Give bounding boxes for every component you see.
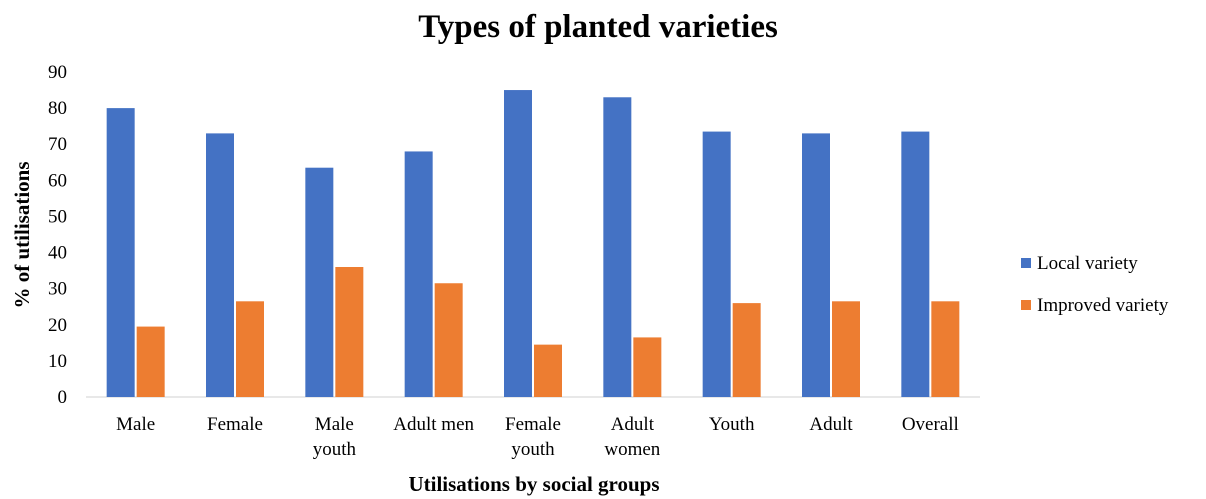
x-tick-label: Female (505, 414, 561, 435)
y-tick-label: 80 (48, 98, 67, 119)
bar-improved-variety (633, 337, 662, 397)
bar-local-variety (206, 133, 234, 397)
y-tick-label: 90 (48, 62, 67, 83)
bar-local-variety (404, 151, 433, 397)
y-tick-label: 20 (48, 315, 67, 336)
legend-swatch (1021, 300, 1031, 310)
y-axis-title: % of utilisations (10, 161, 34, 308)
bar-local-variety (106, 108, 135, 397)
y-tick-label: 70 (48, 134, 67, 155)
bar-improved-variety (534, 344, 562, 397)
x-tick-label: Overall (902, 414, 959, 435)
bar-local-variety (802, 133, 830, 397)
bar-local-variety (305, 167, 334, 397)
legend-label: Local variety (1037, 253, 1138, 274)
x-axis-ticks: Male Female Male youth Adult men Female youth A… (116, 414, 959, 460)
y-tick-label: 30 (48, 279, 67, 300)
bar-local-variety (504, 90, 532, 398)
bar-improved-variety (136, 326, 165, 397)
x-axis-title: Utilisations by social groups (408, 472, 659, 496)
bar-improved-variety (732, 303, 761, 397)
legend-label: Improved variety (1037, 295, 1169, 316)
x-tick-label: Adult (611, 414, 655, 435)
bar-improved-variety (236, 301, 264, 397)
x-tick-label: Male (116, 414, 155, 435)
bar-local-variety (901, 131, 930, 398)
bar-improved-variety (931, 301, 960, 397)
bar-improved-variety (434, 283, 463, 397)
y-tick-label: 60 (48, 170, 67, 191)
bar-improved-variety (832, 301, 860, 397)
x-tick-label: Adult (809, 414, 853, 435)
x-tick-label: Male (315, 414, 354, 435)
y-tick-label: 50 (48, 206, 67, 227)
bar-improved-variety (335, 267, 364, 397)
bars (106, 90, 960, 398)
bar-local-variety (603, 97, 632, 398)
chart-title: Types of planted varieties (418, 9, 778, 45)
x-tick-label: women (604, 439, 660, 460)
x-tick-label: youth (511, 439, 555, 460)
bar-local-variety (702, 131, 731, 398)
x-tick-label: youth (313, 439, 357, 460)
y-tick-label: 40 (48, 243, 67, 264)
y-tick-label: 0 (58, 387, 68, 408)
x-tick-label: Youth (709, 414, 755, 435)
y-tick-label: 10 (48, 351, 67, 372)
x-tick-label: Adult men (393, 414, 474, 435)
legend: Local variety Improved variety (1021, 253, 1169, 316)
x-tick-label: Female (207, 414, 263, 435)
legend-swatch (1021, 258, 1031, 268)
y-axis-ticks: 0 10 20 30 40 50 60 70 80 90 (48, 62, 67, 408)
